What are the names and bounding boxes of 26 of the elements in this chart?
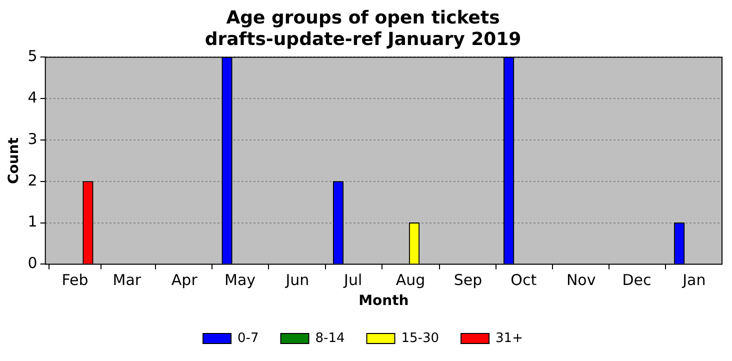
chart-title: Age groups of open tickets: [226, 7, 500, 28]
x-tick-label: Feb: [62, 271, 88, 290]
y-tick-label: 0: [28, 254, 38, 272]
y-tick-label: 1: [28, 212, 38, 231]
chart-subtitle: drafts-update-ref January 2019: [204, 29, 522, 50]
y-tick-label: 2: [28, 171, 38, 190]
legend-label: 15-30: [401, 330, 440, 346]
y-tick-label: 4: [28, 88, 38, 106]
legend-label: 8-14: [315, 330, 345, 346]
x-tick-label: Nov: [566, 271, 596, 290]
legend-label: 0-7: [238, 330, 259, 346]
x-tick-label: Jul: [343, 271, 362, 290]
x-tick-label: Oct: [510, 271, 537, 290]
legend-label: 31+: [496, 330, 523, 346]
y-tick-label: 5: [28, 47, 38, 66]
x-tick-label: Apr: [171, 271, 198, 290]
x-tick-label: Jun: [284, 271, 310, 290]
y-tick-label: 3: [28, 130, 38, 148]
y-axis-title: Count: [6, 137, 22, 184]
x-tick-label: Sep: [454, 271, 482, 290]
x-axis-title: Month: [358, 293, 409, 310]
x-tick-label: Dec: [622, 271, 652, 290]
x-tick-label: Jan: [682, 271, 706, 290]
x-tick-label: May: [224, 271, 256, 290]
x-tick-label: Aug: [396, 271, 426, 290]
x-tick-label: Mar: [112, 271, 142, 290]
